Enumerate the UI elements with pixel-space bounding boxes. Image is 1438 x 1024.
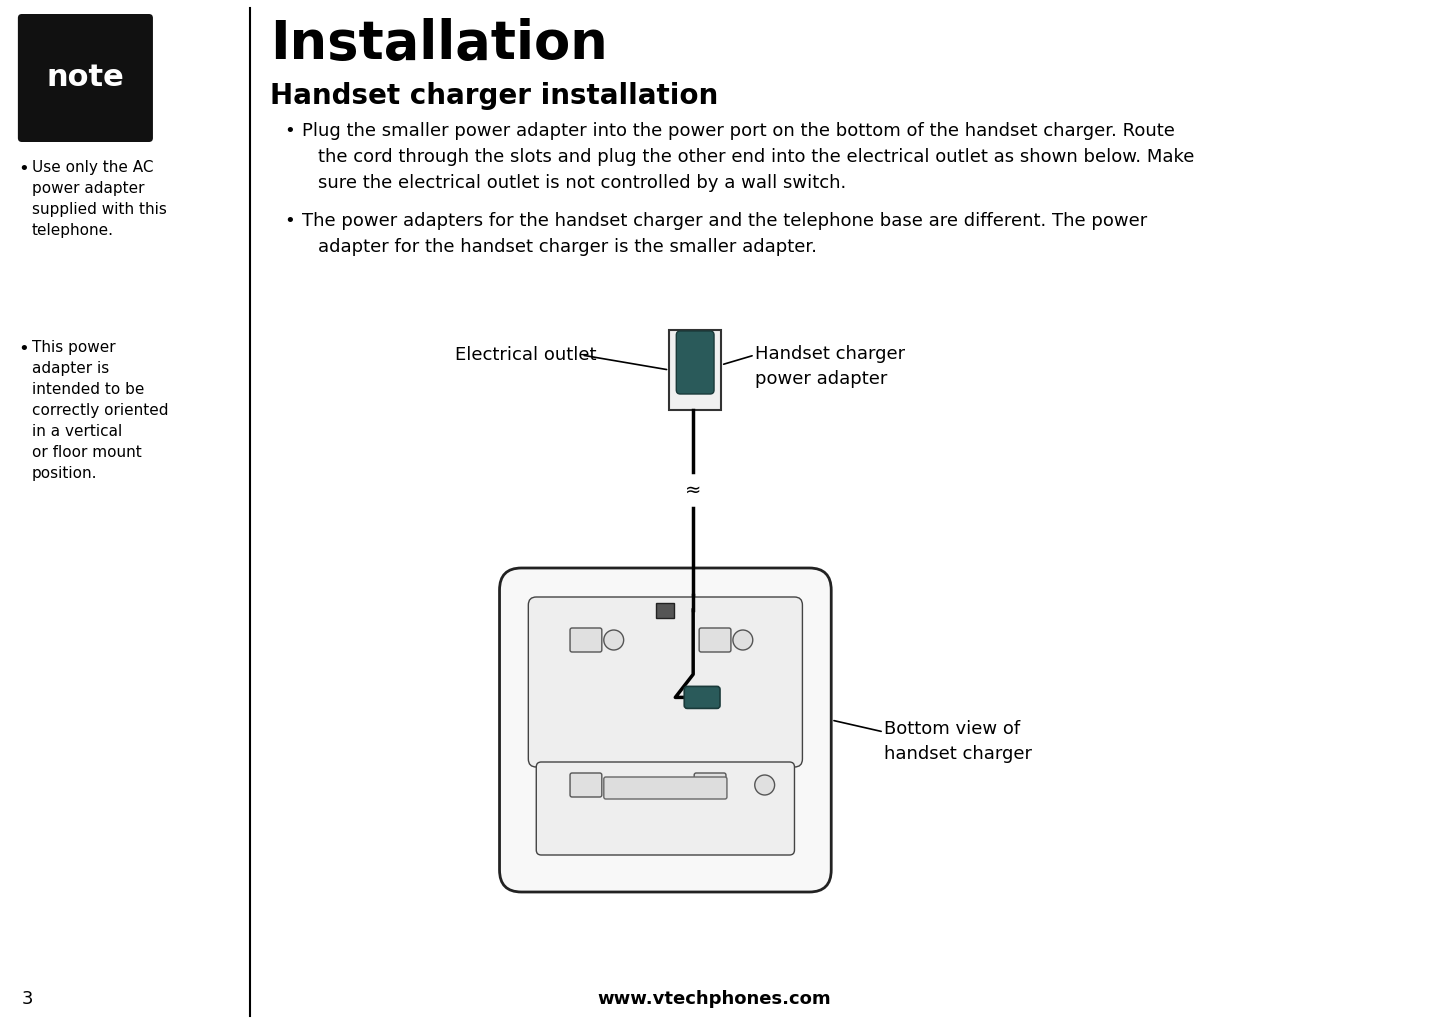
Text: Handset charger
power adapter: Handset charger power adapter: [755, 345, 905, 388]
FancyBboxPatch shape: [695, 773, 726, 797]
FancyBboxPatch shape: [669, 330, 720, 410]
Text: ≈: ≈: [684, 480, 702, 500]
Circle shape: [733, 630, 752, 650]
Text: Electrical outlet: Electrical outlet: [454, 346, 597, 364]
FancyBboxPatch shape: [569, 773, 603, 797]
Circle shape: [604, 630, 624, 650]
FancyBboxPatch shape: [499, 568, 831, 892]
FancyBboxPatch shape: [17, 14, 152, 142]
Text: This power
adapter is
intended to be
correctly oriented
in a vertical
or floor m: This power adapter is intended to be cor…: [32, 340, 168, 481]
Text: Plug the smaller power adapter into the power port on the bottom of the handset : Plug the smaller power adapter into the …: [302, 122, 1175, 140]
Text: note: note: [46, 63, 124, 92]
Circle shape: [755, 775, 775, 795]
Text: Installation: Installation: [270, 18, 608, 70]
Text: Handset charger installation: Handset charger installation: [270, 82, 719, 110]
Text: adapter for the handset charger is the smaller adapter.: adapter for the handset charger is the s…: [318, 238, 817, 256]
FancyBboxPatch shape: [684, 686, 720, 709]
Text: Bottom view of
handset charger: Bottom view of handset charger: [884, 720, 1032, 763]
Text: The power adapters for the handset charger and the telephone base are different.: The power adapters for the handset charg…: [302, 212, 1148, 230]
Text: •: •: [285, 122, 295, 140]
FancyBboxPatch shape: [528, 597, 802, 767]
Text: Use only the AC
power adapter
supplied with this
telephone.: Use only the AC power adapter supplied w…: [32, 160, 167, 238]
Text: •: •: [17, 160, 29, 178]
Text: sure the electrical outlet is not controlled by a wall switch.: sure the electrical outlet is not contro…: [318, 174, 846, 193]
Text: www.vtechphones.com: www.vtechphones.com: [597, 990, 831, 1008]
FancyBboxPatch shape: [676, 331, 715, 394]
FancyBboxPatch shape: [699, 628, 731, 652]
Text: •: •: [285, 212, 295, 230]
Text: the cord through the slots and plug the other end into the electrical outlet as : the cord through the slots and plug the …: [318, 148, 1194, 166]
Text: 3: 3: [22, 990, 33, 1008]
Bar: [656, 603, 674, 618]
FancyBboxPatch shape: [569, 628, 603, 652]
FancyBboxPatch shape: [604, 777, 728, 799]
Text: •: •: [17, 340, 29, 358]
FancyBboxPatch shape: [536, 762, 794, 855]
